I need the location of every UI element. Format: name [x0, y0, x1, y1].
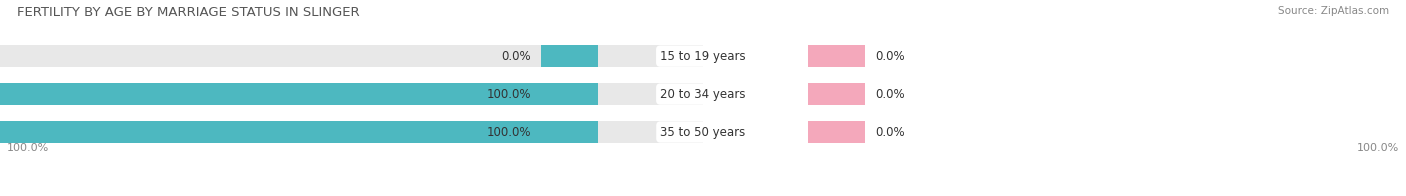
Text: 0.0%: 0.0%: [875, 125, 905, 139]
Text: 0.0%: 0.0%: [501, 50, 531, 63]
Bar: [0, 83, 703, 105]
Bar: [808, 121, 865, 143]
Bar: [0, 121, 703, 143]
Text: 0.0%: 0.0%: [875, 88, 905, 101]
Bar: [0, 45, 703, 67]
Text: FERTILITY BY AGE BY MARRIAGE STATUS IN SLINGER: FERTILITY BY AGE BY MARRIAGE STATUS IN S…: [17, 6, 360, 19]
Text: 100.0%: 100.0%: [486, 125, 531, 139]
Text: 100.0%: 100.0%: [7, 143, 49, 153]
Bar: [0, 83, 598, 105]
Text: 100.0%: 100.0%: [1357, 143, 1399, 153]
Text: 100.0%: 100.0%: [486, 88, 531, 101]
Text: Source: ZipAtlas.com: Source: ZipAtlas.com: [1278, 6, 1389, 16]
Text: 35 to 50 years: 35 to 50 years: [661, 125, 745, 139]
Bar: [808, 45, 865, 67]
Text: 0.0%: 0.0%: [875, 50, 905, 63]
Bar: [808, 83, 865, 105]
Bar: [541, 45, 598, 67]
Text: 15 to 19 years: 15 to 19 years: [661, 50, 745, 63]
Bar: [0, 121, 598, 143]
Text: 20 to 34 years: 20 to 34 years: [661, 88, 745, 101]
